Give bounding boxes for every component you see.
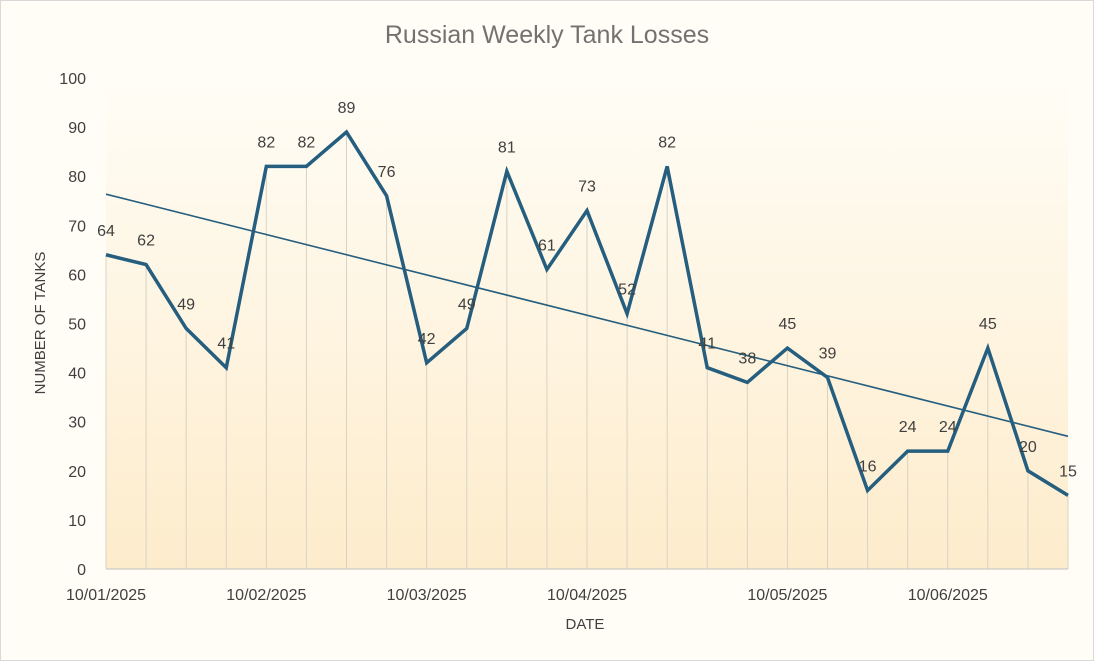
data-label: 15 xyxy=(1059,463,1077,480)
chart-title: Russian Weekly Tank Losses xyxy=(385,21,709,49)
y-tick-label: 100 xyxy=(59,71,86,88)
data-label: 16 xyxy=(859,458,877,475)
y-tick-label: 40 xyxy=(68,366,86,383)
y-tick-label: 80 xyxy=(68,169,86,186)
data-label: 64 xyxy=(97,223,115,240)
x-axis-title: DATE xyxy=(566,616,605,633)
data-label: 24 xyxy=(899,419,917,436)
y-tick-label: 0 xyxy=(77,562,86,579)
data-label: 76 xyxy=(378,164,396,181)
series-line xyxy=(105,129,1069,497)
data-label: 89 xyxy=(338,100,356,117)
y-axis-title: NUMBER OF TANKS xyxy=(32,252,49,395)
data-label: 82 xyxy=(298,134,316,151)
x-tick-label: 10/05/2025 xyxy=(747,587,827,604)
data-label: 45 xyxy=(779,316,797,333)
data-label: 38 xyxy=(738,350,756,367)
x-tick-label: 10/04/2025 xyxy=(547,587,627,604)
x-tick-label: 10/03/2025 xyxy=(387,587,467,604)
data-label: 81 xyxy=(498,139,516,156)
y-tick-label: 50 xyxy=(68,317,86,334)
trendline xyxy=(105,193,1069,438)
data-label: 49 xyxy=(177,296,195,313)
data-label: 41 xyxy=(698,336,716,353)
y-tick-label: 10 xyxy=(68,513,86,530)
y-tick-label: 70 xyxy=(68,218,86,235)
data-label: 45 xyxy=(979,316,997,333)
data-label: 82 xyxy=(257,134,275,151)
data-label: 52 xyxy=(618,282,636,299)
data-label: 39 xyxy=(819,346,837,363)
data-label: 61 xyxy=(538,237,556,254)
data-label: 73 xyxy=(578,179,596,196)
x-tick-label: 10/06/2025 xyxy=(908,587,988,604)
y-tick-label: 90 xyxy=(68,120,86,137)
y-tick-label: 30 xyxy=(68,415,86,432)
data-label: 24 xyxy=(939,419,957,436)
data-label: 62 xyxy=(137,233,155,250)
data-label: 20 xyxy=(1019,439,1037,456)
x-tick-label: 10/02/2025 xyxy=(226,587,306,604)
x-tick-label: 10/01/2025 xyxy=(66,587,146,604)
data-label: 49 xyxy=(458,296,476,313)
y-tick-label: 60 xyxy=(68,267,86,284)
data-label: 41 xyxy=(217,336,235,353)
data-label: 42 xyxy=(418,331,436,348)
y-tick-label: 20 xyxy=(68,464,86,481)
data-label: 82 xyxy=(658,134,676,151)
